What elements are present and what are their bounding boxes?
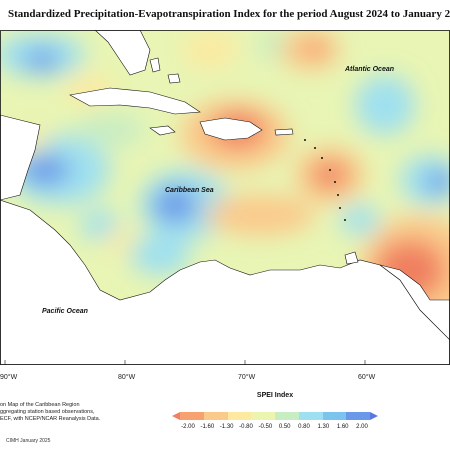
longitude-label-90w: 90°W <box>0 374 18 381</box>
legend-color-bar <box>180 412 370 420</box>
legend-segment <box>275 412 299 420</box>
legend-tick-label: 0.50 <box>278 424 291 430</box>
legend-tick-label: -1.30 <box>219 424 234 430</box>
spei-legend: SPEI Index -2.00 -1.60 -1.30 -0.80 -0.50 0.50… <box>170 392 380 440</box>
legend-segment <box>346 412 370 420</box>
land-jamaica <box>149 125 176 136</box>
land-hispaniola <box>199 117 263 141</box>
legend-tick-label: -2.00 <box>181 424 195 430</box>
map-canvas <box>0 30 450 365</box>
legend-segment <box>298 412 323 420</box>
map-title: Standardized Precipitation-Evapotranspir… <box>8 8 450 20</box>
legend-tick-label: -1.60 <box>200 424 215 430</box>
legend-segment <box>180 412 204 420</box>
land-cuba <box>69 87 201 115</box>
legend-tick-label: 1.60 <box>336 424 349 430</box>
land-masses <box>0 30 450 365</box>
land-florida <box>94 30 151 76</box>
map-credit: CIMH January 2025 <box>6 438 51 444</box>
pacific-ocean-label: Pacific Ocean <box>42 308 88 315</box>
legend-ticks: -2.00 -1.60 -1.30 -0.80 -0.50 0.50 0.80 1.30 1.6… <box>170 424 380 434</box>
atlantic-ocean-label: Atlantic Ocean <box>345 66 395 73</box>
legend-tick-label: -0.80 <box>239 424 253 430</box>
legend-tick-label: 0.80 <box>298 424 310 430</box>
legend-arrow-left <box>172 412 180 420</box>
lesser-antilles <box>304 139 346 221</box>
land-bahamas <box>149 57 161 73</box>
legend-tick-label: -0.50 <box>258 424 273 430</box>
land-puerto-rico <box>274 128 294 136</box>
note-line: ECF, with NCEP/NCAR Reanalysis Data. <box>0 416 101 422</box>
note-line: on Map of the Caribbean Region <box>0 402 80 408</box>
legend-tick-label: 1.30 <box>317 424 330 430</box>
spei-map: Atlantic Ocean Caribbean Sea Pacific Oce… <box>0 30 450 365</box>
legend-arrow-right <box>370 412 378 420</box>
legend-title: SPEI Index <box>256 392 294 399</box>
land-yucatan <box>0 114 41 201</box>
land-trinidad <box>344 251 359 265</box>
longitude-label-60w: 60°W <box>358 374 376 381</box>
legend-segment <box>203 412 228 420</box>
legend-segment <box>322 412 347 420</box>
longitude-label-80w: 80°W <box>118 374 136 381</box>
legend-segment <box>227 412 252 420</box>
legend-tick-label: 2.00 <box>356 424 368 430</box>
map-notes: on Map of the Caribbean Region ggregatin… <box>0 402 120 423</box>
caribbean-sea-label: Caribbean Sea <box>165 187 214 194</box>
legend-segment <box>251 412 275 420</box>
longitude-label-70w: 70°W <box>238 374 256 381</box>
note-line: ggregating station based observations, <box>0 409 95 415</box>
